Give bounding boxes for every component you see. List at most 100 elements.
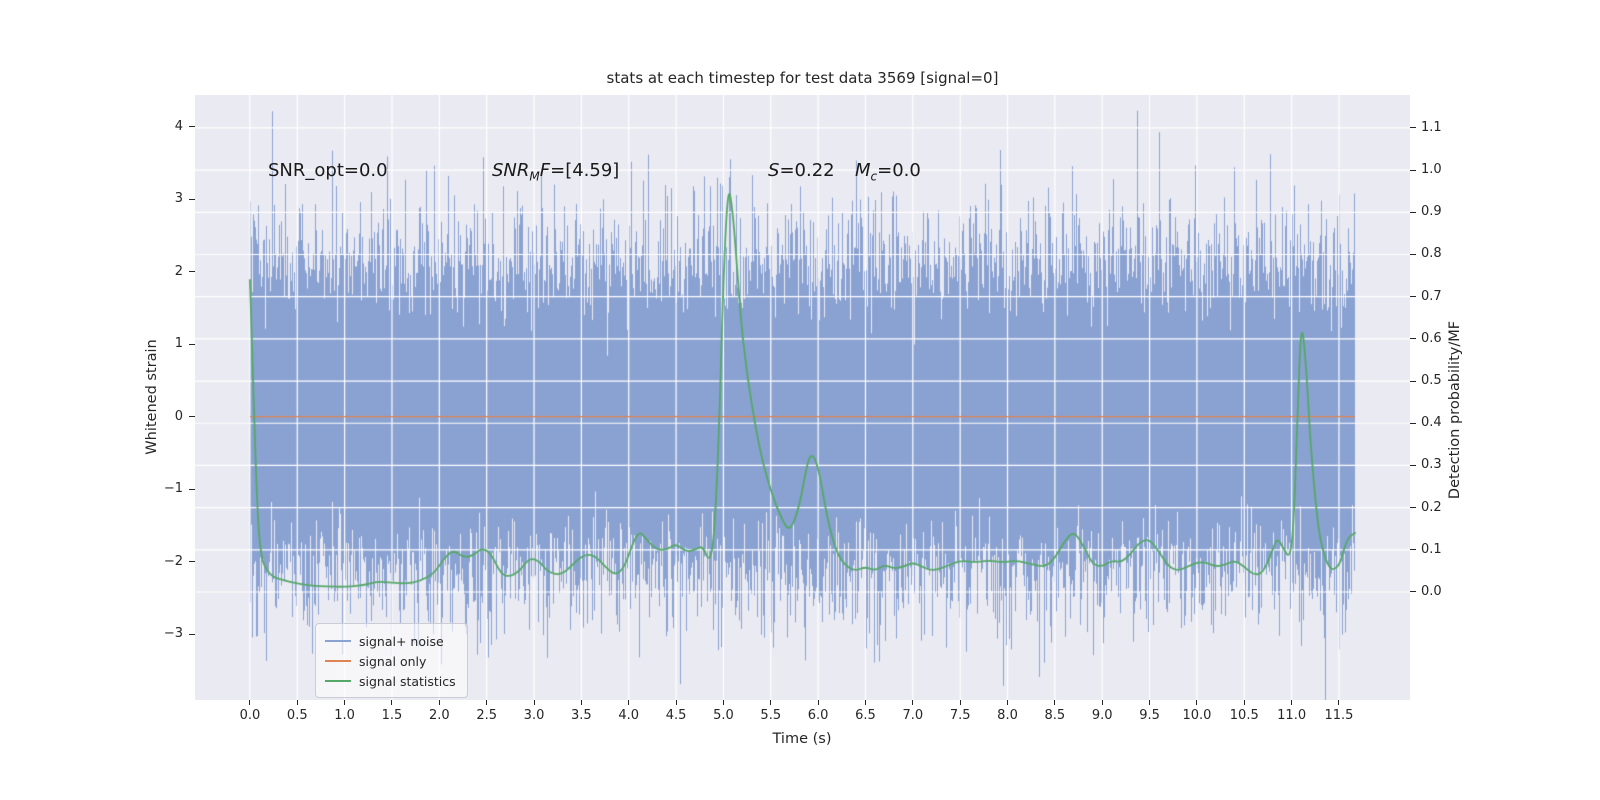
x-tick-mark [770, 700, 772, 705]
x-tick-label: 11.5 [1324, 708, 1354, 723]
y-right-tick-mark [1410, 169, 1416, 171]
plot-area: SNR_opt=0.0 SNRMF=[4.59] S=0.22 Mc=0.0 s… [195, 95, 1410, 700]
y-right-tick-mark [1410, 464, 1416, 466]
x-tick-label: 2.5 [476, 708, 498, 723]
annotation-mc-pre: M [855, 160, 871, 181]
x-tick-mark [817, 700, 819, 705]
y-axis-right-tick-label: 0.6 [1421, 330, 1442, 346]
x-tick-mark [912, 700, 914, 705]
y-right-tick-mark [1410, 253, 1416, 255]
annotation-s-pre: S [768, 160, 780, 181]
x-tick-label: 8.0 [997, 708, 1018, 723]
x-tick-mark [1054, 700, 1056, 705]
y-axis-left-label: Whitened strain [144, 339, 160, 455]
x-tick-label: 8.5 [1044, 708, 1066, 723]
y-axis-left-tick-label: −1 [163, 481, 183, 497]
annotation-snr-mf-sub: M [529, 169, 540, 184]
annotation-snr-mf: SNRMF=[4.59] [492, 160, 619, 184]
y-left-tick-mark [189, 198, 195, 200]
y-axis-right-tick-label: 1.1 [1421, 119, 1442, 135]
x-tick-label: 1.5 [381, 708, 403, 723]
x-tick-label: 0.0 [239, 708, 261, 723]
y-axis-left-tick-label: 0 [174, 408, 183, 424]
y-axis-left-tick-label: 3 [174, 191, 183, 207]
y-right-tick-mark [1410, 211, 1416, 213]
x-tick-mark [1338, 700, 1340, 705]
y-right-tick-mark [1410, 422, 1416, 424]
x-axis-label: Time (s) [772, 731, 832, 747]
x-tick-mark [675, 700, 677, 705]
y-left-tick-mark [189, 126, 195, 128]
y-right-tick-mark [1410, 127, 1416, 129]
x-tick-label: 2.0 [428, 708, 450, 723]
x-tick-label: 0.5 [286, 708, 308, 723]
x-tick-mark [486, 700, 488, 705]
legend-item-signal-noise: signal+ noise [325, 631, 456, 651]
annotation-snr-mf-pre: SNR [492, 160, 530, 181]
legend-label-signal-statistics: signal statistics [359, 673, 456, 689]
x-tick-label: 10.5 [1229, 708, 1259, 723]
x-tick-label: 3.5 [571, 708, 592, 723]
y-axis-left-tick-label: 1 [174, 336, 183, 352]
legend-label-signal-noise: signal+ noise [359, 633, 444, 649]
x-tick-mark [580, 700, 582, 705]
y-left-tick-mark [189, 633, 195, 635]
x-tick-label: 1.0 [334, 708, 355, 723]
y-right-tick-mark [1410, 380, 1416, 382]
x-tick-mark [1007, 700, 1009, 705]
x-tick-label: 7.5 [949, 708, 971, 723]
x-tick-mark [864, 700, 866, 705]
x-tick-label: 4.5 [665, 708, 687, 723]
x-tick-mark [344, 700, 346, 705]
x-tick-mark [1243, 700, 1245, 705]
x-tick-label: 6.5 [855, 708, 876, 723]
y-right-tick-mark [1410, 296, 1416, 298]
annotation-snr-opt-text: SNR_opt=0.0 [268, 160, 388, 181]
x-tick-label: 10.0 [1182, 708, 1212, 723]
legend-line-sample-signal-noise [325, 640, 351, 642]
legend-line-sample-signal-only [325, 660, 351, 662]
x-tick-mark [1149, 700, 1151, 705]
y-left-tick-mark [189, 488, 195, 490]
y-left-tick-mark [189, 343, 195, 345]
annotation-mc-sub: c [870, 169, 878, 184]
x-tick-label: 3.0 [523, 708, 545, 723]
chart-title: stats at each timestep for test data 356… [606, 69, 999, 87]
annotation-snr-mf-post: =[4.59] [550, 160, 620, 181]
legend: signal+ noise signal only signal statist… [315, 623, 468, 698]
y-axis-right-tick-label: 0.5 [1421, 373, 1442, 389]
x-tick-mark [959, 700, 961, 705]
x-tick-mark [722, 700, 724, 705]
annotation-snr-opt: SNR_opt=0.0 [268, 160, 388, 181]
y-left-tick-mark [189, 271, 195, 273]
legend-label-signal-only: signal only [359, 653, 427, 669]
y-axis-right-tick-label: 0.4 [1421, 415, 1442, 431]
y-axis-right-tick-label: 0.0 [1421, 583, 1442, 599]
legend-item-signal-only: signal only [325, 651, 456, 671]
annotation-snr-mf-mid: F [539, 160, 551, 181]
y-right-tick-mark [1410, 549, 1416, 551]
legend-item-signal-statistics: signal statistics [325, 671, 456, 691]
x-tick-mark [296, 700, 298, 705]
x-tick-mark [1196, 700, 1198, 705]
annotation-mc: Mc=0.0 [855, 160, 921, 184]
y-axis-right-label: Detection probability/MF [1447, 320, 1463, 500]
x-tick-mark [438, 700, 440, 705]
y-axis-left-tick-label: 2 [174, 263, 183, 279]
x-tick-label: 6.0 [807, 708, 829, 723]
y-right-tick-mark [1410, 338, 1416, 340]
annotation-s-post: =0.22 [779, 160, 835, 181]
x-tick-label: 11.0 [1277, 708, 1307, 723]
y-left-tick-mark [189, 561, 195, 563]
y-right-tick-mark [1410, 507, 1416, 509]
y-axis-left-tick-label: −2 [163, 553, 183, 569]
annotation-mc-post: =0.0 [877, 160, 921, 181]
x-tick-mark [1291, 700, 1293, 705]
annotation-s: S=0.22 [768, 160, 835, 181]
x-tick-label: 5.5 [760, 708, 782, 723]
x-tick-mark [628, 700, 630, 705]
x-tick-label: 4.0 [618, 708, 640, 723]
y-axis-right-tick-label: 0.1 [1421, 541, 1442, 557]
y-axis-right-tick-label: 1.0 [1421, 162, 1442, 178]
